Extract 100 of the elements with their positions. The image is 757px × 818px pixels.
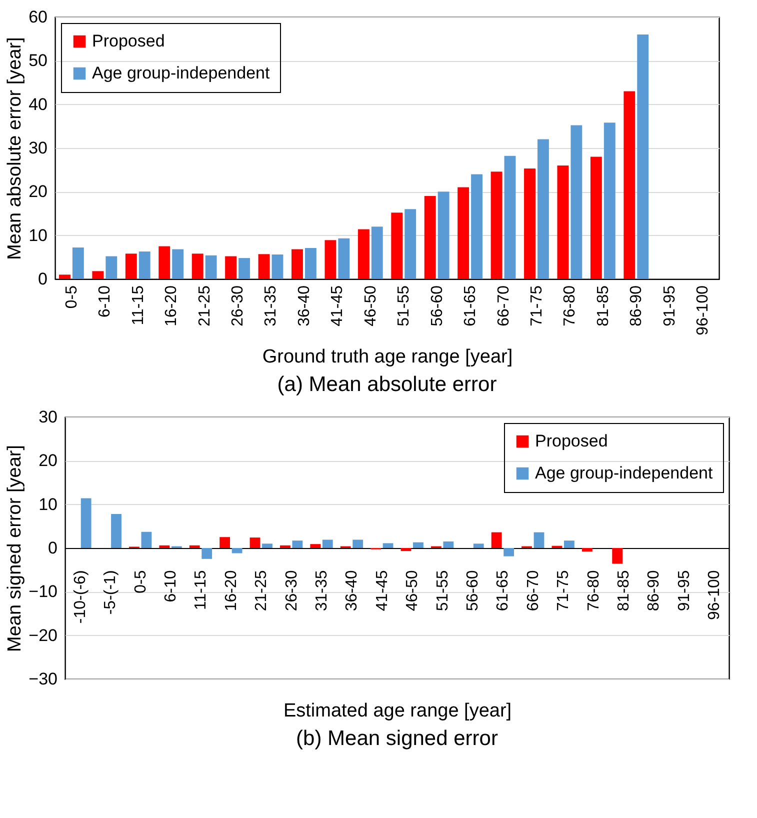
bar bbox=[590, 156, 602, 279]
x-tick-label: 56-60 bbox=[464, 570, 482, 612]
x-tick-label: 41-45 bbox=[329, 285, 346, 326]
bar bbox=[324, 240, 336, 279]
x-tick-label: 66-70 bbox=[524, 570, 542, 612]
x-tick-label: 0-5 bbox=[132, 570, 150, 594]
x-tick-label: 6-10 bbox=[96, 285, 114, 318]
bar bbox=[438, 192, 450, 279]
bar bbox=[458, 187, 470, 279]
y-tick-label: 30 bbox=[28, 138, 48, 158]
x-tick-label: 6-10 bbox=[162, 570, 180, 602]
bar bbox=[125, 254, 137, 279]
y-tick-label: 10 bbox=[38, 494, 58, 514]
x-tick-label: 51-55 bbox=[434, 570, 452, 612]
y-tick-label: 50 bbox=[28, 51, 48, 70]
bar bbox=[322, 540, 333, 548]
legend-label: Proposed bbox=[535, 432, 608, 450]
x-tick-label: 26-30 bbox=[283, 570, 300, 612]
bar bbox=[189, 545, 200, 548]
bar bbox=[138, 251, 150, 279]
bar bbox=[202, 548, 212, 559]
bar bbox=[238, 258, 250, 279]
bar bbox=[471, 174, 482, 279]
bar bbox=[220, 537, 230, 548]
x-axis-title: Estimated age range [year] bbox=[283, 700, 512, 722]
x-tick-label: 61-65 bbox=[494, 570, 512, 612]
x-tick-label: 81-85 bbox=[615, 570, 632, 612]
x-tick-label: 26-30 bbox=[230, 285, 247, 326]
x-tick-label: -5-(-1) bbox=[102, 570, 120, 615]
y-tick-label: −10 bbox=[28, 582, 58, 602]
bar bbox=[159, 545, 170, 548]
bar bbox=[304, 248, 316, 279]
bar bbox=[250, 538, 260, 548]
x-tick-label: 31-35 bbox=[262, 285, 280, 326]
bar bbox=[637, 34, 649, 279]
y-axis-title: Mean signed error [year] bbox=[4, 445, 26, 652]
x-tick-label: 46-50 bbox=[404, 570, 422, 612]
legend-label: Age group-independent bbox=[535, 464, 713, 482]
bar bbox=[262, 544, 272, 548]
y-tick-label: 0 bbox=[38, 270, 48, 288]
bar bbox=[80, 498, 92, 548]
bar bbox=[371, 226, 383, 279]
y-tick-label: 10 bbox=[28, 226, 48, 245]
x-tick-label: 21-25 bbox=[253, 570, 270, 612]
x-tick-label: 71-75 bbox=[528, 285, 546, 326]
x-tick-label: 16-20 bbox=[222, 570, 240, 612]
bar bbox=[504, 548, 514, 556]
text: (a) Mean absolute error bbox=[277, 373, 497, 396]
bar bbox=[473, 544, 484, 548]
bar bbox=[612, 548, 623, 564]
bar bbox=[491, 532, 502, 548]
x-tick-label: 31-35 bbox=[314, 570, 331, 612]
y-axis-title: Mean absolute error [year] bbox=[4, 37, 26, 260]
bar bbox=[111, 514, 122, 548]
bar bbox=[58, 274, 70, 279]
bar bbox=[358, 229, 370, 279]
bar bbox=[604, 122, 616, 279]
bar bbox=[443, 541, 454, 548]
bar bbox=[258, 254, 270, 279]
bar bbox=[192, 254, 204, 279]
bar bbox=[404, 209, 416, 279]
text: (b) Mean signed error bbox=[296, 727, 498, 750]
bar bbox=[232, 548, 242, 554]
bar bbox=[400, 548, 412, 552]
bar bbox=[490, 172, 502, 279]
y-tick-label: 20 bbox=[38, 451, 58, 470]
x-tick-label: 21-25 bbox=[196, 285, 214, 326]
x-tick-label: 66-70 bbox=[495, 285, 512, 326]
bar bbox=[272, 254, 284, 279]
bar bbox=[225, 256, 237, 279]
legend-label: Age group-independent bbox=[92, 64, 270, 82]
y-tick-label: 40 bbox=[28, 94, 48, 114]
bar bbox=[292, 249, 303, 279]
bar bbox=[564, 540, 574, 548]
bar bbox=[310, 544, 321, 548]
x-tick-label: -10-(-6) bbox=[72, 570, 89, 624]
bar bbox=[413, 542, 424, 548]
bar bbox=[382, 543, 394, 548]
x-tick-label: 51-55 bbox=[396, 285, 413, 326]
x-tick-label: 96-100 bbox=[706, 570, 724, 620]
y-tick-label: −30 bbox=[28, 670, 58, 688]
y-tick-label: 60 bbox=[28, 8, 48, 26]
legend-label: Proposed bbox=[92, 32, 165, 50]
bar bbox=[424, 196, 436, 279]
x-tick-label: 41-45 bbox=[374, 570, 391, 612]
bar bbox=[72, 248, 84, 279]
x-tick-label: 61-65 bbox=[462, 285, 480, 326]
x-tick-label: 11-15 bbox=[130, 285, 147, 326]
y-tick-label: 20 bbox=[28, 182, 48, 202]
bar bbox=[158, 246, 170, 279]
x-tick-label: 86-90 bbox=[628, 285, 646, 326]
x-axis-title: Ground truth age range [year] bbox=[262, 346, 513, 368]
bar bbox=[534, 532, 544, 548]
y-tick-label: 0 bbox=[48, 538, 58, 558]
y-tick-label: 30 bbox=[38, 408, 58, 426]
x-tick-label: 36-40 bbox=[344, 570, 361, 612]
x-tick-label: 71-75 bbox=[555, 570, 572, 612]
bar bbox=[537, 139, 549, 279]
x-tick-label: 76-80 bbox=[562, 285, 579, 326]
x-tick-label: 76-80 bbox=[585, 570, 602, 612]
